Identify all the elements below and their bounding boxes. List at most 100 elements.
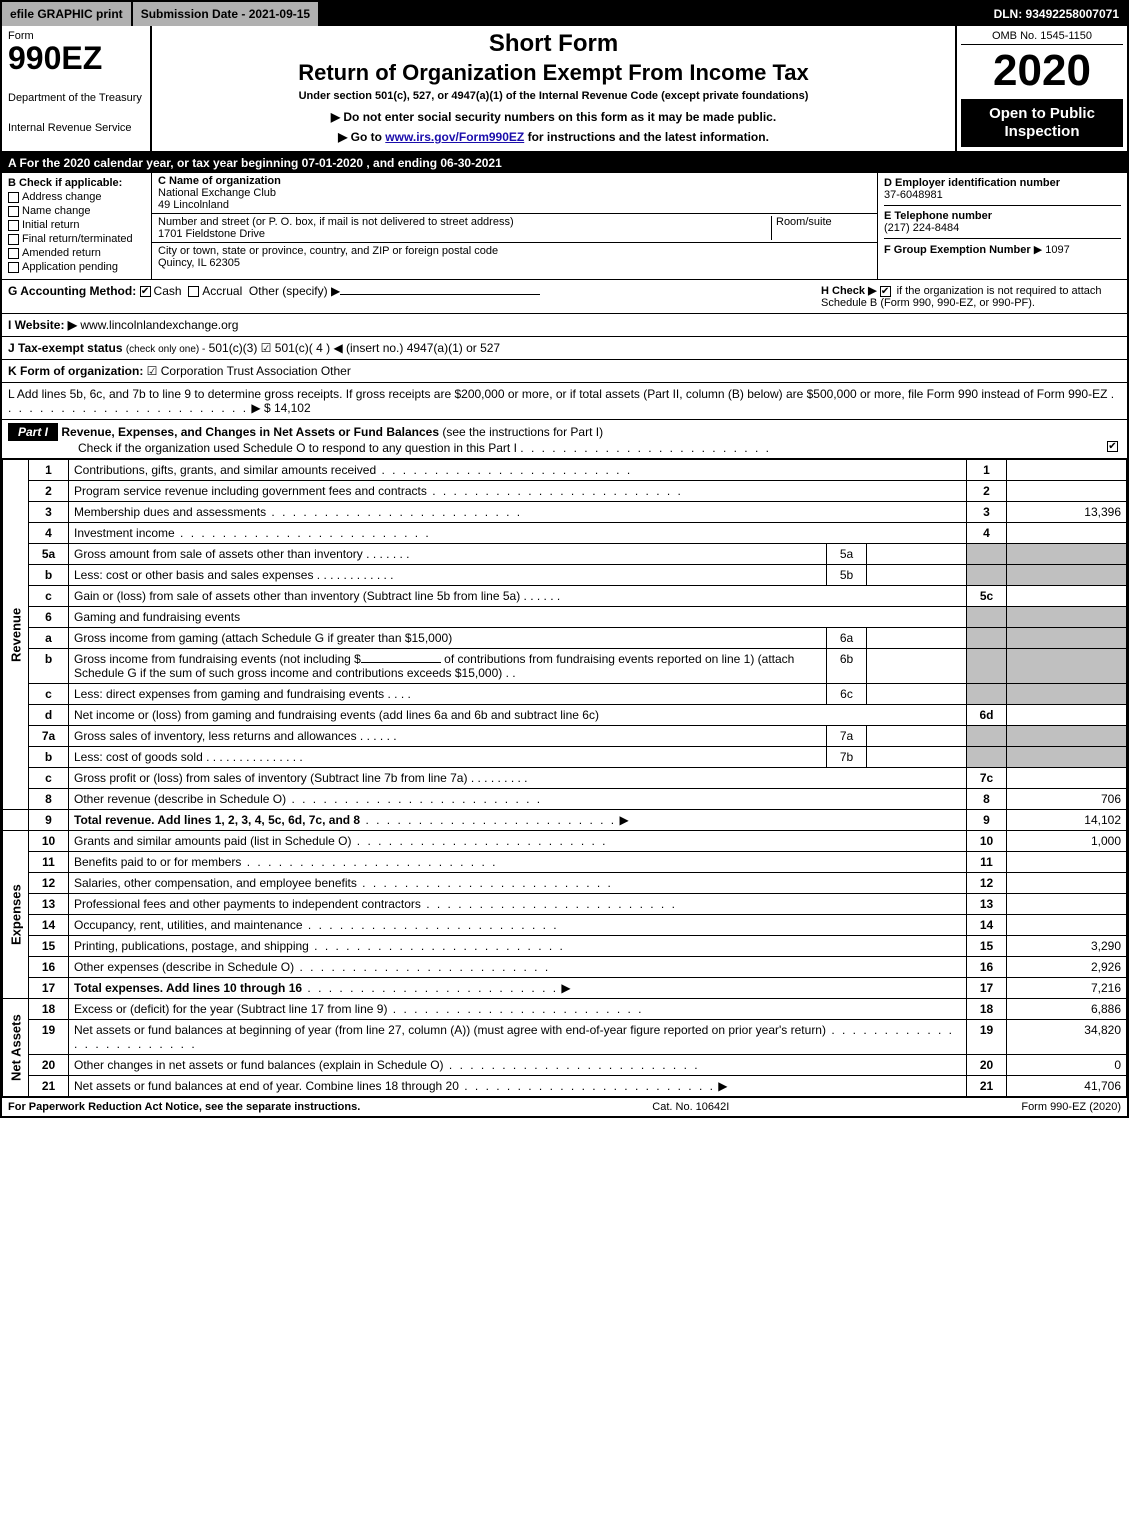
table-row: c Gross profit or (loss) from sales of i… xyxy=(3,768,1127,789)
section-b-label: B Check if applicable: xyxy=(8,177,122,189)
part1-title: Revenue, Expenses, and Changes in Net As… xyxy=(61,425,439,439)
cat-number: Cat. No. 10642I xyxy=(360,1101,1021,1113)
efile-print-label: efile GRAPHIC print xyxy=(2,2,131,26)
header-row: Form 990EZ Department of the Treasury In… xyxy=(2,26,1127,153)
check-final-return[interactable]: Final return/terminated xyxy=(8,233,145,245)
other-specify-input[interactable] xyxy=(340,294,540,295)
table-row: Expenses 10 Grants and similar amounts p… xyxy=(3,831,1127,852)
table-row: d Net income or (loss) from gaming and f… xyxy=(3,705,1127,726)
footer-row: For Paperwork Reduction Act Notice, see … xyxy=(2,1097,1127,1116)
row-j-label: J Tax-exempt status xyxy=(8,341,123,355)
form-ref: Form 990-EZ (2020) xyxy=(1021,1101,1121,1113)
table-row: 15 Printing, publications, postage, and … xyxy=(3,936,1127,957)
section-f-label: F Group Exemption Number xyxy=(884,244,1031,256)
header-center: Short Form Return of Organization Exempt… xyxy=(152,26,957,151)
check-schedule-o-used[interactable] xyxy=(1107,441,1118,452)
street-label: Number and street (or P. O. box, if mail… xyxy=(158,216,771,228)
short-form-title: Short Form xyxy=(158,30,949,58)
table-row: 3 Membership dues and assessments 3 13,3… xyxy=(3,502,1127,523)
row-l: L Add lines 5b, 6c, and 7b to line 9 to … xyxy=(2,383,1127,420)
table-row: c Less: direct expenses from gaming and … xyxy=(3,684,1127,705)
check-initial-return[interactable]: Initial return xyxy=(8,219,145,231)
part1-note: (see the instructions for Part I) xyxy=(442,425,603,439)
dln-label: DLN: 93492258007071 xyxy=(986,4,1127,24)
table-row: b Less: cost or other basis and sales ex… xyxy=(3,565,1127,586)
section-e-label: E Telephone number xyxy=(884,210,992,222)
no-ssn-warning: ▶ Do not enter social security numbers o… xyxy=(158,110,949,124)
website-value: www.lincolnlandexchange.org xyxy=(80,318,238,332)
omb-number: OMB No. 1545-1150 xyxy=(961,30,1123,45)
header-left: Form 990EZ Department of the Treasury In… xyxy=(2,26,152,151)
org-name: National Exchange Club xyxy=(158,187,871,199)
table-row: Net Assets 18 Excess or (deficit) for th… xyxy=(3,999,1127,1020)
under-section-text: Under section 501(c), 527, or 4947(a)(1)… xyxy=(158,90,949,102)
check-address-change[interactable]: Address change xyxy=(8,191,145,203)
table-row: 2 Program service revenue including gove… xyxy=(3,481,1127,502)
section-b: B Check if applicable: Address change Na… xyxy=(2,173,152,279)
city-label: City or town, state or province, country… xyxy=(158,245,871,257)
group-exemption-value: ▶ 1097 xyxy=(1034,244,1070,256)
goto-link[interactable]: www.irs.gov/Form990EZ xyxy=(385,130,524,144)
row-k: K Form of organization: ☑ Corporation Tr… xyxy=(2,360,1127,383)
goto-prefix: ▶ Go to xyxy=(338,130,385,144)
org-sub: 49 Lincolnland xyxy=(158,199,871,211)
room-suite-label: Room/suite xyxy=(771,216,871,240)
table-row: a Gross income from gaming (attach Sched… xyxy=(3,628,1127,649)
table-row: 13 Professional fees and other payments … xyxy=(3,894,1127,915)
netassets-side-label: Net Assets xyxy=(3,999,29,1097)
check-amended-return[interactable]: Amended return xyxy=(8,247,145,259)
phone-value: (217) 224-8484 xyxy=(884,222,1121,234)
form-of-org-options: ☑ Corporation Trust Association Other xyxy=(147,364,351,378)
check-application-pending[interactable]: Application pending xyxy=(8,261,145,273)
city-value: Quincy, IL 62305 xyxy=(158,257,871,269)
table-row: 4 Investment income 4 xyxy=(3,523,1127,544)
street-value: 1701 Fieldstone Drive xyxy=(158,228,771,240)
dept-treasury: Department of the Treasury xyxy=(8,92,144,104)
irs-label: Internal Revenue Service xyxy=(8,122,144,134)
part1-check-note: Check if the organization used Schedule … xyxy=(8,441,517,455)
table-row: b Gross income from fundraising events (… xyxy=(3,649,1127,684)
table-row: 20 Other changes in net assets or fund b… xyxy=(3,1055,1127,1076)
table-row: b Less: cost of goods sold . . . . . . .… xyxy=(3,747,1127,768)
row-g-label: G Accounting Method: xyxy=(8,284,136,298)
section-c: C Name of organization National Exchange… xyxy=(152,173,877,279)
row-k-label: K Form of organization: xyxy=(8,364,143,378)
table-row: Revenue 1 Contributions, gifts, grants, … xyxy=(3,460,1127,481)
form-number: 990EZ xyxy=(8,42,144,74)
table-row: 11 Benefits paid to or for members 11 xyxy=(3,852,1127,873)
header-right: OMB No. 1545-1150 2020 Open to Public In… xyxy=(957,26,1127,151)
check-name-change[interactable]: Name change xyxy=(8,205,145,217)
return-title: Return of Organization Exempt From Incom… xyxy=(158,60,949,86)
part1-header-row: Part I Revenue, Expenses, and Changes in… xyxy=(2,420,1127,459)
tax-exempt-options: 501(c)(3) ☑ 501(c)( 4 ) ◀ (insert no.) 4… xyxy=(209,341,500,355)
check-schedule-b-not-required[interactable] xyxy=(880,286,891,297)
table-row: 17 Total expenses. Add lines 10 through … xyxy=(3,978,1127,999)
goto-suffix: for instructions and the latest informat… xyxy=(524,130,769,144)
topbar: efile GRAPHIC print Submission Date - 20… xyxy=(2,2,1127,26)
tax-year: 2020 xyxy=(961,49,1123,93)
table-row: 6 Gaming and fundraising events xyxy=(3,607,1127,628)
paperwork-notice: For Paperwork Reduction Act Notice, see … xyxy=(8,1101,360,1113)
row-l-text: L Add lines 5b, 6c, and 7b to line 9 to … xyxy=(8,387,1107,401)
section-def: D Employer identification number 37-6048… xyxy=(877,173,1127,279)
row-i-label: I Website: ▶ xyxy=(8,318,77,332)
part1-badge: Part I xyxy=(8,423,58,441)
table-row: 9 Total revenue. Add lines 1, 2, 3, 4, 5… xyxy=(3,810,1127,831)
open-public-badge: Open to Public Inspection xyxy=(961,99,1123,147)
form-990ez-page: efile GRAPHIC print Submission Date - 20… xyxy=(0,0,1129,1118)
table-row: 21 Net assets or fund balances at end of… xyxy=(3,1076,1127,1097)
section-d-label: D Employer identification number xyxy=(884,177,1121,189)
check-accrual[interactable] xyxy=(188,286,199,297)
expenses-side-label: Expenses xyxy=(3,831,29,999)
table-row: 8 Other revenue (describe in Schedule O)… xyxy=(3,789,1127,810)
revenue-side-label: Revenue xyxy=(3,460,29,810)
table-row: 19 Net assets or fund balances at beginn… xyxy=(3,1020,1127,1055)
table-row: 5a Gross amount from sale of assets othe… xyxy=(3,544,1127,565)
row-h: H Check ▶ if the organization is not req… xyxy=(821,284,1121,309)
row-g: G Accounting Method: Cash Accrual Other … xyxy=(2,280,1127,314)
table-row: c Gain or (loss) from sale of assets oth… xyxy=(3,586,1127,607)
ein-value: 37-6048981 xyxy=(884,189,1121,201)
check-cash[interactable] xyxy=(140,286,151,297)
row-l-amount: ▶ $ 14,102 xyxy=(251,401,310,415)
submission-date-label: Submission Date - 2021-09-15 xyxy=(131,2,320,26)
